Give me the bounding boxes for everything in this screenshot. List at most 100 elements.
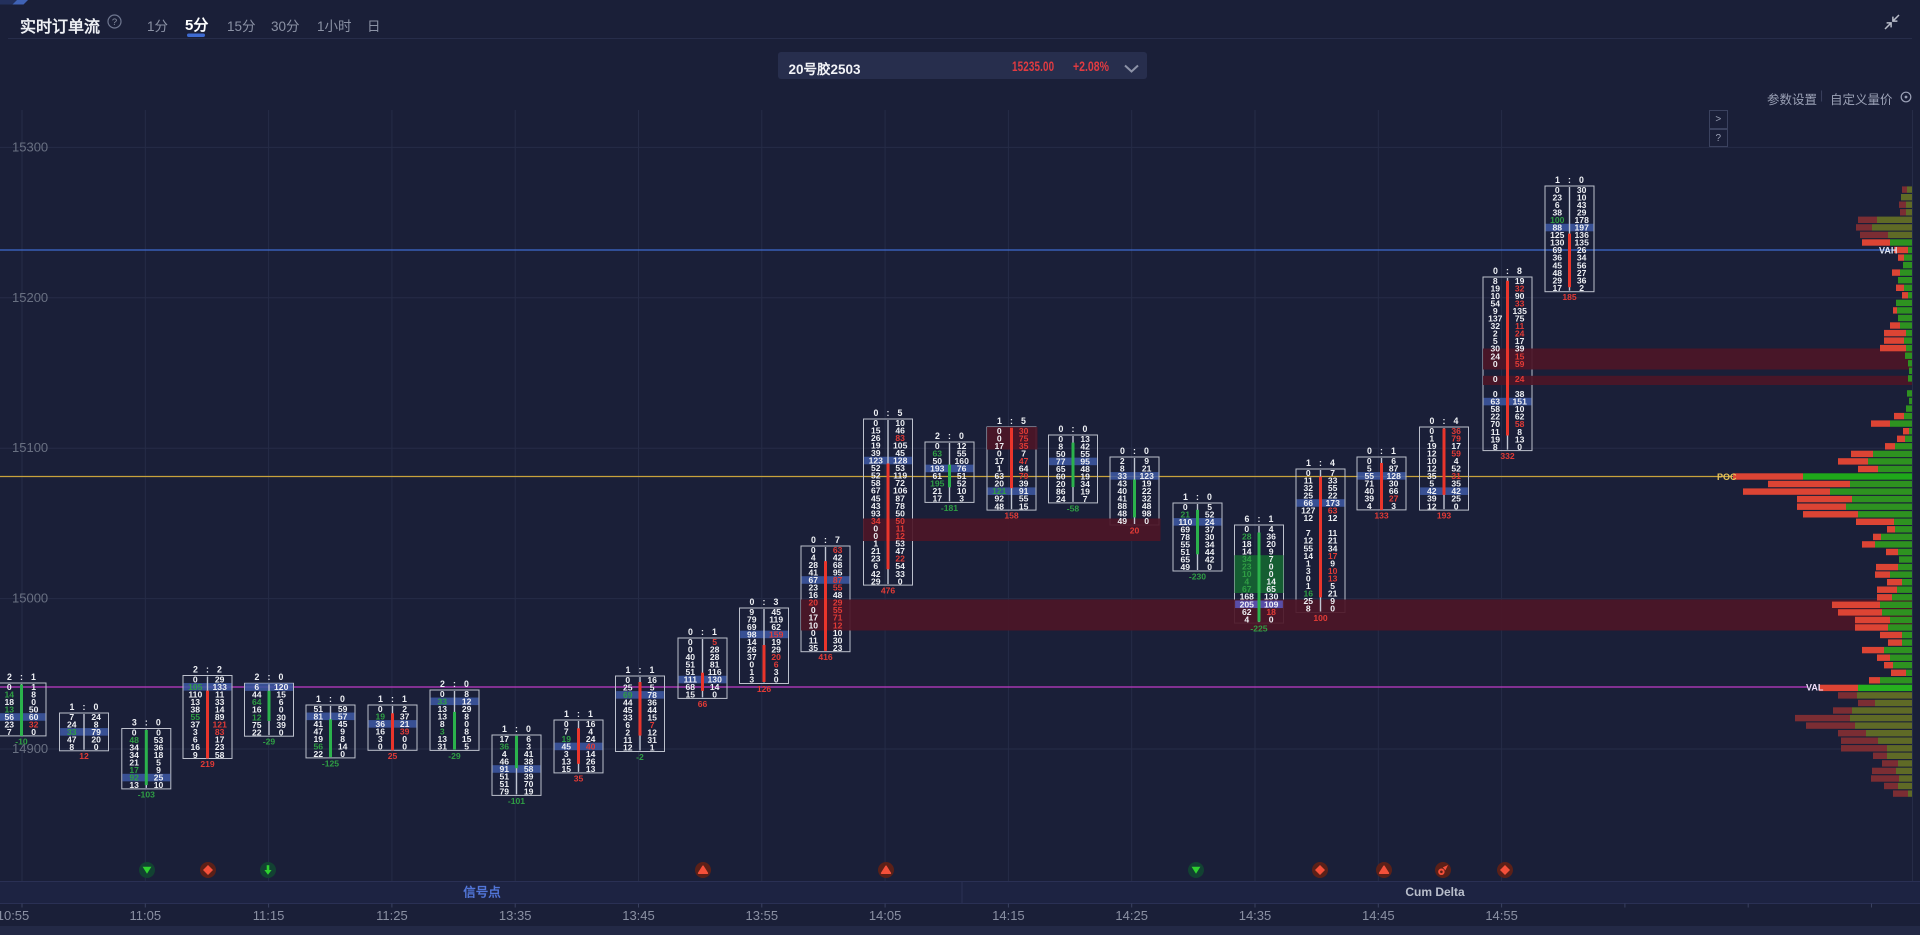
svg-text:110: 110 xyxy=(1178,517,1192,527)
svg-text:26: 26 xyxy=(1577,245,1587,255)
svg-text:32: 32 xyxy=(1142,494,1152,504)
svg-text:19: 19 xyxy=(1427,441,1437,451)
svg-text::: : xyxy=(639,665,642,675)
svg-text:1: 1 xyxy=(1306,581,1311,591)
svg-text:19: 19 xyxy=(1080,487,1090,497)
svg-text:0: 0 xyxy=(1083,424,1088,434)
svg-text:46: 46 xyxy=(895,425,905,435)
svg-text:69: 69 xyxy=(623,690,633,700)
svg-text:64: 64 xyxy=(252,697,262,707)
svg-text:21: 21 xyxy=(933,486,943,496)
svg-text:158: 158 xyxy=(1004,511,1019,521)
svg-text:26: 26 xyxy=(747,645,757,655)
svg-text:21: 21 xyxy=(871,546,881,556)
svg-text:0: 0 xyxy=(340,694,345,704)
svg-text:1: 1 xyxy=(997,416,1002,426)
svg-text:40: 40 xyxy=(586,741,596,751)
svg-text:205: 205 xyxy=(1240,599,1255,609)
svg-text:-181: -181 xyxy=(941,503,958,513)
svg-text:0: 0 xyxy=(625,675,630,685)
svg-text:53: 53 xyxy=(895,463,905,473)
svg-text:3: 3 xyxy=(774,667,779,677)
svg-text:0: 0 xyxy=(1306,468,1311,478)
svg-text:29: 29 xyxy=(771,645,781,655)
svg-text:70: 70 xyxy=(1491,419,1501,429)
svg-text:51: 51 xyxy=(1181,547,1191,557)
svg-text:39: 39 xyxy=(524,772,534,782)
svg-text:0: 0 xyxy=(1330,604,1335,614)
svg-text:8: 8 xyxy=(31,689,36,699)
svg-text:17: 17 xyxy=(1451,441,1461,451)
svg-text:0: 0 xyxy=(132,727,137,737)
svg-text:13:45: 13:45 xyxy=(622,908,655,923)
svg-text:48: 48 xyxy=(129,735,139,745)
svg-text:78: 78 xyxy=(1181,532,1191,542)
svg-text:9: 9 xyxy=(1330,558,1335,568)
svg-text:12: 12 xyxy=(79,751,89,761)
svg-text:66: 66 xyxy=(1304,498,1314,508)
svg-text:0: 0 xyxy=(1269,614,1274,624)
svg-text:7: 7 xyxy=(564,726,569,736)
svg-text:59: 59 xyxy=(338,704,348,714)
svg-text:10: 10 xyxy=(957,486,967,496)
svg-text:-29: -29 xyxy=(448,751,461,761)
svg-text:POC: POC xyxy=(1717,472,1737,482)
svg-text::: : xyxy=(887,408,890,418)
svg-text:50: 50 xyxy=(933,456,943,466)
svg-text:68: 68 xyxy=(686,682,696,692)
svg-text:19: 19 xyxy=(1142,478,1152,488)
svg-text:29: 29 xyxy=(462,704,472,714)
svg-text:105: 105 xyxy=(188,682,203,692)
svg-text:11: 11 xyxy=(215,689,224,699)
svg-text:78: 78 xyxy=(647,690,657,700)
svg-text:33: 33 xyxy=(1328,475,1338,485)
svg-text:51: 51 xyxy=(686,667,696,677)
svg-text:178: 178 xyxy=(1575,215,1590,225)
svg-text:15200: 15200 xyxy=(12,290,48,305)
svg-text:37: 37 xyxy=(191,720,201,730)
svg-text:15: 15 xyxy=(1515,351,1525,361)
svg-text:195: 195 xyxy=(930,479,945,489)
svg-text:31: 31 xyxy=(1451,471,1461,481)
svg-text:0: 0 xyxy=(811,628,816,638)
svg-text:2: 2 xyxy=(402,704,407,714)
svg-text:53: 53 xyxy=(895,539,905,549)
svg-text:36: 36 xyxy=(1577,275,1587,285)
svg-text:48: 48 xyxy=(1553,268,1563,278)
svg-text:0: 0 xyxy=(811,605,816,615)
svg-text:135: 135 xyxy=(1513,306,1528,316)
svg-text:-225: -225 xyxy=(1250,624,1267,634)
svg-text:-2: -2 xyxy=(636,752,644,762)
svg-text:1: 1 xyxy=(749,667,754,677)
svg-text:61: 61 xyxy=(933,471,943,481)
svg-text:133: 133 xyxy=(213,682,228,692)
svg-text:24: 24 xyxy=(67,719,77,729)
svg-text:0: 0 xyxy=(564,719,569,729)
svg-text:9: 9 xyxy=(340,726,345,736)
svg-text:26: 26 xyxy=(871,433,881,443)
svg-text:43: 43 xyxy=(1577,200,1587,210)
svg-text:58: 58 xyxy=(1515,419,1525,429)
svg-text:19: 19 xyxy=(1491,283,1501,293)
svg-text:83: 83 xyxy=(215,727,225,737)
svg-text:9: 9 xyxy=(156,765,161,775)
svg-text:36: 36 xyxy=(376,719,386,729)
svg-text:58: 58 xyxy=(215,750,225,760)
svg-text:-29: -29 xyxy=(263,737,276,747)
svg-text:6: 6 xyxy=(774,660,779,670)
svg-text:52: 52 xyxy=(957,479,967,489)
svg-text:1: 1 xyxy=(712,627,717,637)
svg-text:11: 11 xyxy=(1491,427,1500,437)
svg-text:38: 38 xyxy=(191,704,201,714)
svg-text:1: 1 xyxy=(873,539,878,549)
svg-text:0: 0 xyxy=(279,727,284,737)
svg-text:1: 1 xyxy=(31,682,36,692)
svg-text:2: 2 xyxy=(935,431,940,441)
svg-text:34: 34 xyxy=(1242,554,1252,564)
svg-text:67: 67 xyxy=(1242,584,1252,594)
svg-text:69: 69 xyxy=(1181,524,1191,534)
svg-text:54: 54 xyxy=(1491,298,1501,308)
svg-text:50: 50 xyxy=(895,508,905,518)
svg-text:17: 17 xyxy=(500,734,510,744)
svg-text:12: 12 xyxy=(1427,448,1437,458)
